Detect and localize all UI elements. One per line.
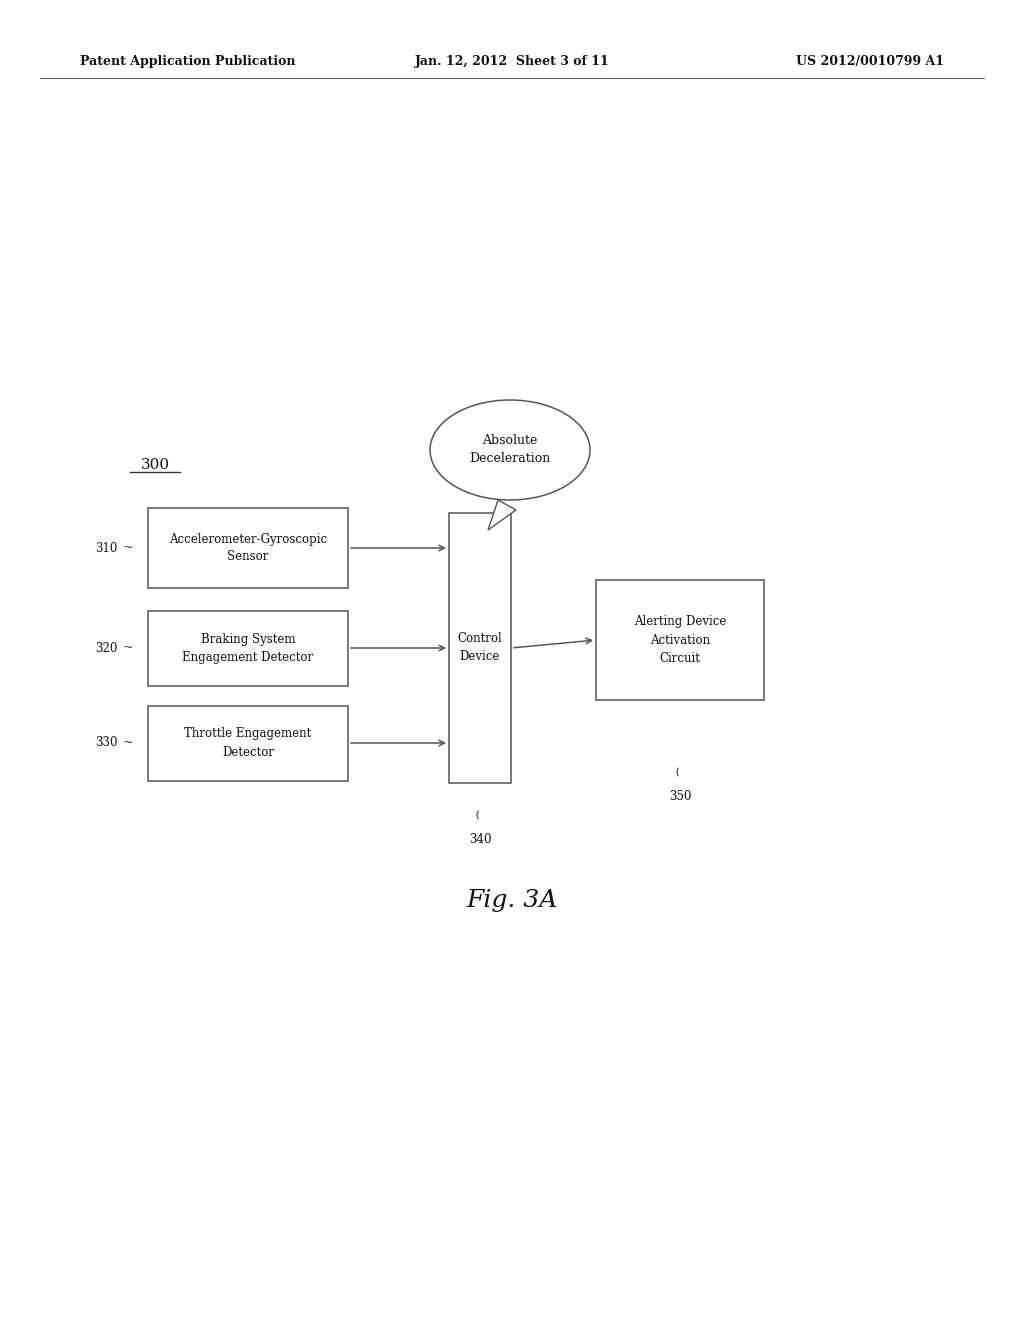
Text: Fig. 3A: Fig. 3A [466,888,558,912]
Text: 310: 310 [95,541,118,554]
Text: ~: ~ [123,642,133,655]
Text: ~: ~ [123,737,133,750]
Text: US 2012/0010799 A1: US 2012/0010799 A1 [796,55,944,69]
Polygon shape [488,500,516,531]
Text: Throttle Engagement
Detector: Throttle Engagement Detector [184,727,311,759]
Text: Alerting Device
Activation
Circuit: Alerting Device Activation Circuit [634,615,726,664]
Text: 320: 320 [95,642,118,655]
Text: Absolute
Deceleration: Absolute Deceleration [469,434,551,466]
FancyBboxPatch shape [596,579,764,700]
Text: Braking System
Engagement Detector: Braking System Engagement Detector [182,632,313,664]
Text: 300: 300 [140,458,170,473]
FancyBboxPatch shape [449,513,511,783]
FancyBboxPatch shape [148,610,348,685]
Text: Patent Application Publication: Patent Application Publication [80,55,296,69]
Text: 350: 350 [669,789,691,803]
Text: 340: 340 [469,833,492,846]
Text: Control
Device: Control Device [458,632,503,664]
Text: Accelerometer-Gyroscopic
Sensor: Accelerometer-Gyroscopic Sensor [169,532,327,564]
Text: 330: 330 [95,737,118,750]
Text: Jan. 12, 2012  Sheet 3 of 11: Jan. 12, 2012 Sheet 3 of 11 [415,55,609,69]
Ellipse shape [430,400,590,500]
FancyBboxPatch shape [148,508,348,587]
Text: ~: ~ [123,541,133,554]
FancyBboxPatch shape [148,705,348,780]
